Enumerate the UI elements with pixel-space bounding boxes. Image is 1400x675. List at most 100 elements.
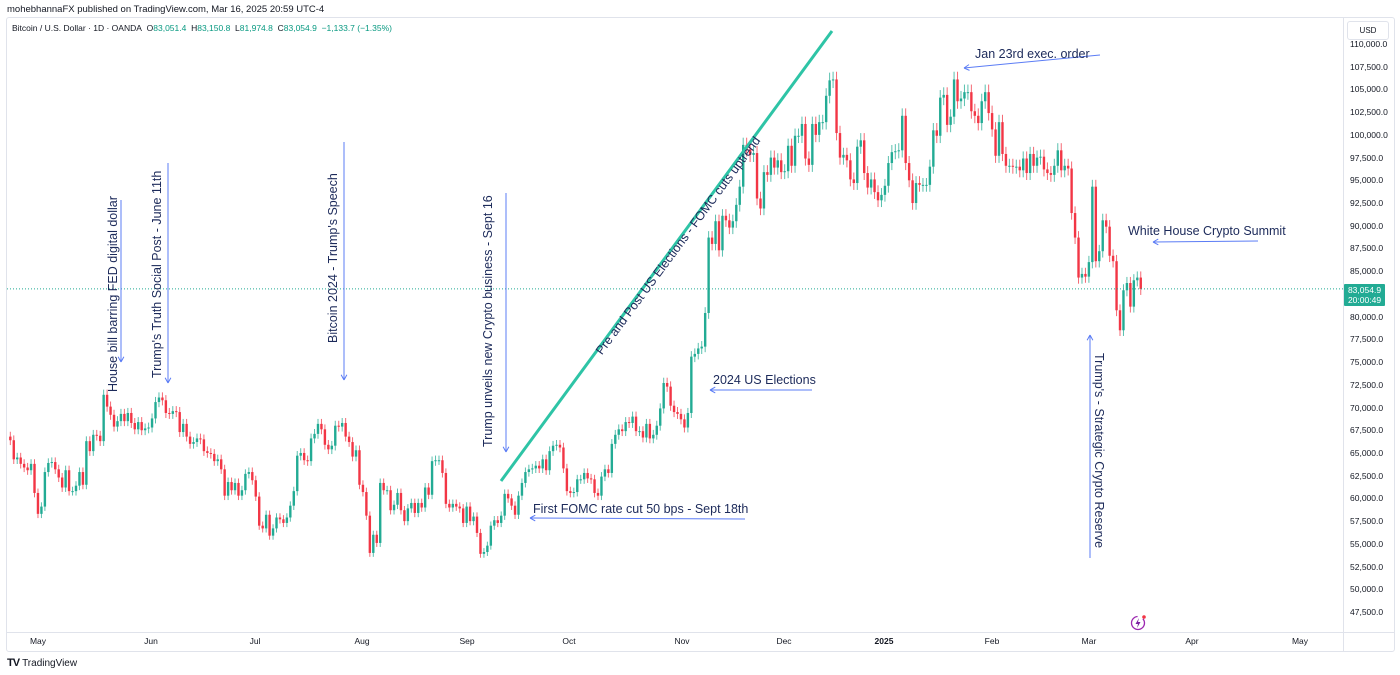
annotation-arrow[interactable]	[502, 193, 510, 453]
candle-body	[385, 490, 389, 492]
candle	[199, 433, 202, 445]
candle-body	[939, 97, 942, 136]
annotation-arrow[interactable]	[1086, 334, 1094, 558]
candle-body	[109, 406, 112, 415]
lightning-replay-icon[interactable]	[1128, 613, 1148, 633]
candle-body	[977, 115, 980, 124]
currency-button[interactable]: USD	[1347, 21, 1389, 40]
candle-body	[105, 394, 109, 407]
candle-body	[804, 123, 807, 159]
annotation-arrow[interactable]	[963, 54, 1101, 71]
chart-annotation-text[interactable]: Trump unveils new Crypto business - Sept…	[481, 195, 495, 447]
chart-annotation-text[interactable]: First FOMC rate cut 50 bps - Sept 18th	[533, 502, 749, 516]
candle	[735, 198, 738, 228]
candle	[47, 458, 50, 477]
candle	[368, 511, 372, 557]
candle-body	[351, 442, 354, 457]
tradingview-logo[interactable]: TV TradingView	[7, 657, 77, 669]
candle	[1056, 143, 1059, 173]
annotation-arrow[interactable]	[709, 386, 812, 394]
candle	[824, 88, 828, 130]
candle	[420, 498, 423, 512]
candle	[582, 468, 586, 484]
chart-annotation-text[interactable]: Bitcoin 2024 - Trump's Speech	[326, 173, 340, 343]
candle-body	[247, 472, 251, 474]
annotation-arrow[interactable]	[340, 142, 348, 381]
candle	[12, 435, 15, 464]
candle	[721, 209, 724, 257]
close-label: C	[277, 23, 284, 33]
candle	[57, 464, 60, 483]
annotation-arrow[interactable]	[529, 514, 746, 522]
candle	[417, 498, 420, 518]
low-value: 81,974.8	[239, 23, 273, 33]
candle-body	[614, 434, 617, 444]
candle	[555, 439, 558, 451]
candle	[645, 418, 648, 443]
candle	[16, 452, 19, 464]
candle	[759, 191, 762, 216]
candle-body	[562, 447, 565, 469]
trend-line[interactable]	[499, 30, 834, 482]
candle-body	[1084, 273, 1087, 277]
symbol-title: Bitcoin / U.S. Dollar · 1D · OANDA	[12, 23, 142, 33]
annotation-arrow[interactable]	[117, 200, 125, 363]
chart-annotation-text[interactable]: White House Crypto Summit	[1128, 224, 1286, 238]
candle	[769, 150, 773, 182]
candle	[334, 420, 337, 451]
candle-body	[185, 423, 188, 437]
candle	[1073, 206, 1077, 245]
candle	[244, 469, 247, 495]
chart-annotation-text[interactable]: House bill barring FED digital dollar	[106, 196, 120, 392]
candle	[800, 116, 804, 144]
candle	[36, 488, 40, 519]
candle-body	[1022, 158, 1025, 171]
candle-body	[361, 484, 365, 493]
candle-body	[16, 457, 19, 460]
candle-body	[655, 425, 658, 435]
candle	[686, 407, 690, 433]
candle	[524, 467, 527, 488]
chart-annotation-text[interactable]: 2024 US Elections	[713, 373, 816, 387]
candle	[828, 72, 831, 104]
candle-body	[47, 462, 50, 473]
candle-body	[724, 215, 728, 221]
candle	[520, 478, 524, 501]
candle	[1118, 304, 1122, 336]
time-tick-label: May	[29, 636, 47, 646]
tradingview-logo-text: TradingView	[22, 657, 78, 669]
candle-body	[942, 94, 945, 98]
candle	[1070, 161, 1073, 220]
candle	[347, 431, 351, 447]
candle-body	[323, 429, 327, 445]
candle	[672, 400, 676, 418]
candle-body	[448, 503, 451, 508]
candle	[610, 439, 614, 478]
candle	[500, 511, 503, 528]
annotation-arrow[interactable]	[164, 163, 172, 384]
chart-annotation-text[interactable]: Jan 23rd exec. order	[975, 47, 1090, 61]
candle-body	[441, 460, 444, 473]
candle	[600, 472, 603, 501]
candle-body	[43, 472, 47, 507]
candle-body	[1046, 169, 1049, 174]
candle	[983, 84, 987, 109]
candle-body	[956, 79, 959, 102]
candle	[876, 185, 880, 208]
candle-body	[769, 157, 773, 175]
candle-body	[482, 552, 486, 554]
candle-body	[866, 173, 869, 188]
candle-body	[970, 92, 973, 112]
change-value: −1,133.7 (−1.35%)	[321, 23, 392, 33]
candle-body	[437, 460, 441, 462]
time-tick-label: Mar	[1081, 636, 1097, 646]
candle	[1066, 158, 1070, 176]
chart-annotation-text[interactable]: Trump's - Strategic Crypto Reserve	[1092, 353, 1106, 549]
chart-annotation-text[interactable]: Trump's Truth Social Post - June 11th	[150, 170, 164, 378]
candle	[382, 478, 385, 495]
candles-layer	[7, 71, 1343, 558]
annotation-arrow[interactable]	[1152, 238, 1259, 246]
candle-body	[251, 472, 254, 481]
candle	[676, 407, 679, 419]
